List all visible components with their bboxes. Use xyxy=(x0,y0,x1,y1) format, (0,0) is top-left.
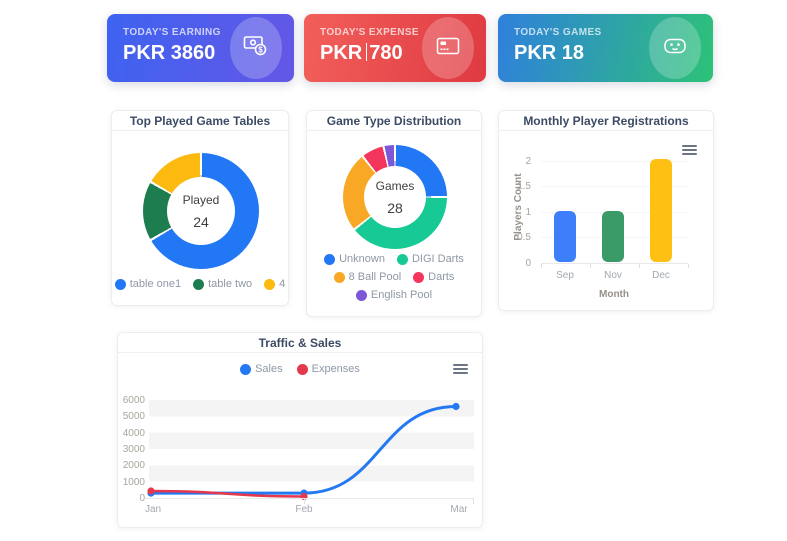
y-tick: 1.5 xyxy=(517,181,531,192)
legend-item[interactable]: Darts xyxy=(413,271,454,283)
line-legend: Sales Expenses xyxy=(118,363,482,375)
y-tick: 2 xyxy=(525,156,531,167)
x-tick: Jan xyxy=(145,504,162,515)
card-monthly-player-registrations: Monthly Player Registrations Players Cou… xyxy=(498,110,714,311)
legend-dot xyxy=(413,271,425,283)
legend-dot xyxy=(296,363,308,375)
stat-value: PKR 780 xyxy=(320,42,403,64)
legend-dot xyxy=(264,278,276,290)
card-game-type-distribution: Game Type Distribution Games 28 Unknown … xyxy=(306,110,482,317)
stat-label: TODAY'S EXPENSE xyxy=(320,27,419,38)
card-title: Monthly Player Registrations xyxy=(523,113,689,128)
bar-dec[interactable] xyxy=(650,159,672,262)
legend-item[interactable]: English Pool xyxy=(355,289,432,301)
x-tick: Mar xyxy=(450,504,468,515)
legend-dot xyxy=(355,289,367,301)
icon-ellipse xyxy=(649,17,701,79)
legend-item-expenses[interactable]: Expenses xyxy=(296,363,360,375)
svg-text:$: $ xyxy=(258,45,263,54)
card-title: Traffic & Sales xyxy=(258,335,342,350)
donut-center-value: 28 xyxy=(387,199,403,216)
stat-value: PKR 3860 xyxy=(123,42,216,64)
chart-menu-icon[interactable] xyxy=(453,364,468,376)
donut-legend: 8 Ball Pool Darts xyxy=(307,271,481,283)
donut-center-value: 24 xyxy=(193,213,209,230)
donut-chart-top-played[interactable]: Played 24 xyxy=(143,153,259,269)
stat-label: TODAY'S GAMES xyxy=(514,27,602,38)
donut-center-label: Games xyxy=(375,178,415,193)
card-title: Top Played Game Tables xyxy=(129,113,271,128)
card-header: Monthly Player Registrations xyxy=(499,111,713,131)
y-tick: 0 xyxy=(525,258,531,269)
text-cursor xyxy=(366,43,368,61)
y-tick: 6000 xyxy=(122,395,145,406)
x-axis-title: Month xyxy=(599,289,629,300)
y-tick: 5000 xyxy=(122,411,145,422)
card-title: Game Type Distribution xyxy=(326,113,462,128)
traffic-lines-plot[interactable] xyxy=(143,395,473,507)
legend-dot xyxy=(114,278,126,290)
legend-item[interactable]: table two xyxy=(193,278,252,290)
stat-label: TODAY'S EARNING xyxy=(123,27,221,38)
stat-card-games: TODAY'S GAMES PKR 18 xyxy=(498,14,713,82)
card-header: Game Type Distribution xyxy=(307,111,481,131)
donut-chart-game-types[interactable]: Games 28 xyxy=(343,145,447,249)
chart-menu-icon[interactable] xyxy=(682,145,697,157)
legend-dot xyxy=(333,271,345,283)
legend-dot xyxy=(193,278,205,290)
card-header: Top Played Game Tables xyxy=(112,111,288,131)
legend-item[interactable]: DIGI Darts xyxy=(396,253,464,265)
credit-card-icon xyxy=(436,36,460,61)
y-tick: 1000 xyxy=(122,477,145,488)
donut-center: Games 28 xyxy=(364,166,426,228)
y-tick: 1 xyxy=(525,207,531,218)
donut-legend: table one1 table two 4 xyxy=(112,278,288,290)
legend-item[interactable]: 4 xyxy=(264,278,285,290)
card-traffic-and-sales: Traffic & Sales Sales Expenses 6000 5000… xyxy=(117,332,483,528)
gamepad-icon xyxy=(662,35,688,62)
x-tick: Sep xyxy=(556,270,574,281)
x-tick: Nov xyxy=(604,270,622,281)
y-tick: 0 xyxy=(139,493,145,504)
icon-ellipse xyxy=(422,17,474,79)
data-point-expenses xyxy=(147,487,155,495)
donut-center-label: Played xyxy=(182,192,220,207)
stat-value: PKR 18 xyxy=(514,42,585,64)
money-icon: $ xyxy=(243,34,269,63)
bar-sep[interactable] xyxy=(554,210,576,262)
legend-dot xyxy=(396,253,408,265)
card-top-played-game-tables: Top Played Game Tables Played 24 table o… xyxy=(111,110,289,306)
icon-ellipse: $ xyxy=(230,17,282,79)
stat-card-expense: TODAY'S EXPENSE PKR 780 xyxy=(304,14,486,82)
x-tick: Feb xyxy=(295,504,313,515)
donut-legend: English Pool xyxy=(307,289,481,301)
y-tick: 0.5 xyxy=(517,232,531,243)
legend-dot xyxy=(324,253,336,265)
data-point-sales xyxy=(452,402,460,411)
y-tick: 2000 xyxy=(122,460,145,471)
legend-item[interactable]: table one1 xyxy=(114,278,181,290)
donut-center: Played 24 xyxy=(167,177,235,245)
stat-card-earning: TODAY'S EARNING PKR 3860 $ xyxy=(107,14,294,82)
y-tick: 4000 xyxy=(122,428,145,439)
card-header: Traffic & Sales xyxy=(118,333,482,353)
x-tick: Dec xyxy=(652,270,670,281)
legend-item[interactable]: Unknown xyxy=(324,253,385,265)
donut-legend: Unknown DIGI Darts xyxy=(307,253,481,265)
y-tick: 3000 xyxy=(122,444,145,455)
legend-dot xyxy=(240,363,252,375)
bar-nov[interactable] xyxy=(602,210,624,262)
legend-item[interactable]: 8 Ball Pool xyxy=(333,271,401,283)
legend-item-sales[interactable]: Sales xyxy=(240,363,283,375)
